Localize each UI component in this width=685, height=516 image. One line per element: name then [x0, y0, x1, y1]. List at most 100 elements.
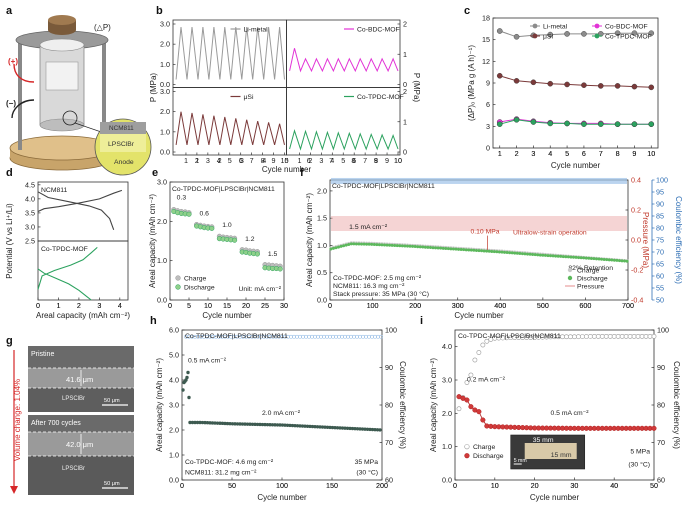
- data-point-li-metal: [614, 30, 621, 36]
- x-tick-label: 300: [452, 301, 464, 310]
- data-point-areal-capacity: [233, 422, 237, 426]
- y-tick-label: 0: [403, 148, 407, 157]
- data-point-discharge: [439, 246, 443, 250]
- data-point-discharge: [503, 250, 507, 254]
- x-tick-label: 1: [56, 301, 60, 310]
- legend-label: Co-TPDC-MOF: [357, 94, 404, 101]
- x-tick-label: 7: [363, 156, 367, 165]
- data-point-areal-capacity: [370, 427, 375, 432]
- x-tick-label: 4: [262, 156, 266, 165]
- data-point-areal-capacity: [298, 424, 302, 428]
- sem-pristine-label: Pristine: [31, 351, 54, 358]
- y-tick-label: 4.0: [442, 342, 452, 351]
- data-point-charge: [564, 334, 569, 340]
- data-point-discharge: [385, 243, 389, 247]
- data-point-discharge: [403, 244, 407, 248]
- x-tick-label: 4: [330, 156, 334, 165]
- data-point-co-tpdc-mof: [530, 119, 537, 125]
- x-tick-label: 15: [223, 301, 231, 310]
- y-tick-label: 0.0: [317, 296, 327, 305]
- chart-title: Co-TPDC-MOF|LPSClBr|NCM811: [332, 183, 435, 190]
- data-point-areal-capacity: [205, 421, 210, 425]
- data-point-charge: [575, 334, 581, 340]
- data-point-areal-capacity: [338, 426, 342, 430]
- retention-annotation: 82% Retention: [568, 265, 613, 272]
- x-tick-label: 2: [195, 156, 199, 165]
- data-point-areal-capacity: [260, 422, 265, 427]
- x-tick-label: 9: [374, 156, 378, 165]
- data-point-discharge: [451, 247, 455, 251]
- subplot--si-frame: [172, 87, 287, 156]
- x-tick-label: 400: [494, 301, 506, 310]
- y-tick-label-right: 100: [657, 326, 669, 335]
- data-point-areal-capacity: [313, 424, 317, 429]
- rate-annotation: 1.5 mA cm⁻²: [349, 224, 388, 231]
- data-point-discharge: [398, 244, 402, 248]
- panel-label-g: g: [6, 335, 13, 347]
- data-point-discharge: [495, 250, 499, 254]
- y-tick-label-right: 60: [385, 476, 393, 485]
- data-point-areal-capacity: [325, 425, 330, 429]
- x-tick-label: 200: [376, 481, 388, 490]
- minus-terminal-label: (−): [6, 99, 16, 108]
- data-point-areal-capacity: [245, 422, 250, 426]
- legend-label: Discharge: [577, 276, 608, 283]
- stack-pressure: 5 MPa: [630, 448, 650, 455]
- y-tick-label-right2: 80: [656, 224, 664, 233]
- scale-bar-1: 50 μm: [104, 398, 120, 404]
- x-tick-label: 5: [565, 149, 569, 158]
- x-tick-label: 4: [217, 156, 221, 165]
- data-point-discharge: [337, 245, 341, 249]
- data-point-discharge: [408, 244, 412, 248]
- y-tick-label: 1: [403, 117, 407, 126]
- x-tick-label: 10: [647, 149, 655, 158]
- y-tick-label: 3.0: [160, 20, 170, 29]
- data-point-charge: [464, 380, 470, 385]
- x-tick-label: 3: [319, 156, 323, 165]
- x-tick-label: 10: [491, 481, 499, 490]
- data-point-discharge: [209, 225, 215, 231]
- data-point-discharge: [612, 258, 616, 262]
- panel-label-d: d: [6, 167, 13, 179]
- y-tick-label: 3.0: [169, 401, 179, 410]
- y-tick-label: 3.0: [442, 376, 452, 385]
- y-tick-label: 1.0: [160, 60, 170, 69]
- data-point-areal-capacity: [181, 388, 185, 392]
- data-point-discharge: [413, 245, 417, 249]
- data-point-areal-capacity: [200, 420, 205, 425]
- data-point-areal-capacity: [278, 423, 282, 427]
- data-point-discharge: [564, 255, 568, 259]
- data-point-discharge: [434, 246, 438, 250]
- rate-label: 1.0: [222, 222, 232, 229]
- y-tick-label-right2: 100: [656, 176, 668, 185]
- data-point-areal-capacity: [345, 426, 350, 430]
- legend-marker: [532, 33, 538, 39]
- data-point-discharge: [594, 257, 598, 261]
- data-point-discharge: [441, 246, 445, 250]
- data-point-discharge: [186, 211, 192, 217]
- data-point-discharge: [582, 256, 586, 260]
- data-point-li-metal: [581, 31, 587, 37]
- legend-marker: [594, 33, 600, 39]
- x-tick-label: 300: [452, 301, 464, 310]
- data-point-areal-capacity: [263, 422, 267, 427]
- panel-label-b: b: [156, 5, 163, 17]
- y-axis-label: Areal capacity (mAh cm⁻²): [429, 358, 438, 452]
- x-tick-label: 7: [599, 149, 603, 158]
- data-point-areal-capacity: [288, 423, 292, 428]
- y-tick-label-right2: 55: [656, 284, 664, 293]
- data-point-discharge: [620, 259, 624, 263]
- data-point--si: [631, 83, 638, 90]
- data-point-charge: [639, 333, 645, 339]
- x-tick-label: 50: [228, 481, 236, 490]
- data-point-co-tpdc-mof: [564, 120, 570, 127]
- x-tick-label: 2: [218, 156, 222, 165]
- rate-label: 1.2: [245, 236, 255, 243]
- x-tick-label: 50: [650, 481, 658, 490]
- data-point-discharge: [543, 253, 547, 257]
- data-point-areal-capacity: [340, 426, 345, 430]
- data-point-discharge: [459, 247, 463, 251]
- x-tick-label: 5: [187, 301, 191, 310]
- data-point-areal-capacity: [265, 422, 270, 427]
